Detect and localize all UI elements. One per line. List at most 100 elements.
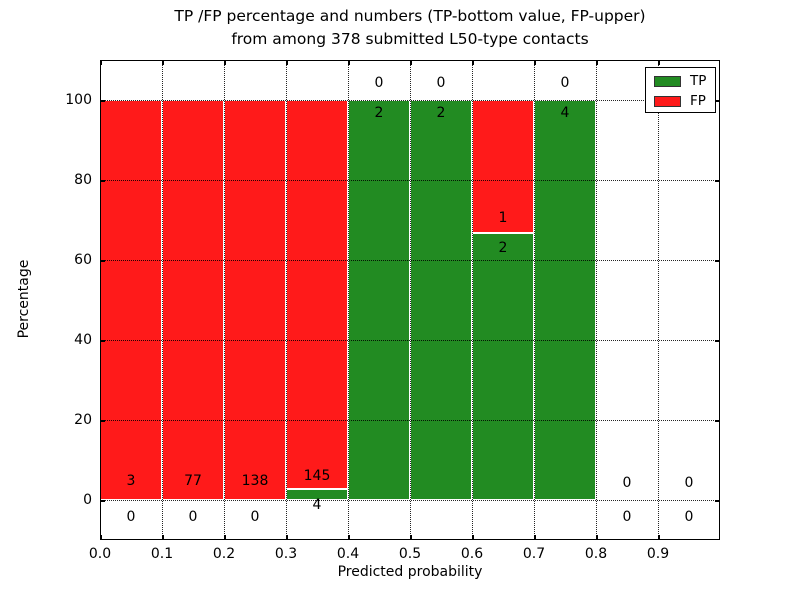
tp-count-label: 4 [560, 104, 570, 121]
x-tick-label: 0.5 [398, 546, 422, 562]
x-tick-label: 0.2 [212, 546, 236, 562]
x-tick-mark [472, 60, 474, 65]
x-tick-mark [286, 60, 288, 65]
y-gridline [100, 500, 720, 501]
fp-bar-segment [224, 100, 286, 500]
legend: TP FP [645, 67, 716, 113]
legend-item-tp: TP [646, 71, 715, 91]
y-tick-mark [715, 180, 720, 182]
fp-bar-segment [472, 100, 534, 234]
chart-title-line2: from among 378 submitted L50-type contac… [231, 30, 589, 48]
y-tick-mark [100, 500, 105, 502]
x-tick-mark [596, 60, 598, 65]
x-gridline [596, 60, 597, 540]
x-gridline [348, 60, 349, 540]
fp-count-label: 3 [126, 472, 136, 489]
x-tick-mark [472, 535, 474, 540]
x-tick-label: 0.8 [584, 546, 608, 562]
y-gridline [100, 260, 720, 261]
x-tick-label: 0.1 [150, 546, 174, 562]
x-tick-mark [534, 535, 536, 540]
x-tick-label: 0.6 [460, 546, 484, 562]
x-tick-mark [224, 535, 226, 540]
x-tick-mark [410, 535, 412, 540]
x-gridline [286, 60, 287, 540]
legend-label-tp: TP [690, 73, 707, 89]
x-tick-mark [658, 60, 660, 65]
chart-title-line1: TP /FP percentage and numbers (TP-bottom… [174, 7, 646, 25]
y-gridline [100, 180, 720, 181]
legend-item-fp: FP [646, 91, 715, 111]
x-tick-label: 0.9 [646, 546, 670, 562]
x-tick-label: 0.7 [522, 546, 546, 562]
fp-bar-segment [286, 100, 348, 490]
y-tick-label: 60 [74, 252, 92, 268]
tp-bar-segment [534, 100, 596, 500]
x-tick-mark [658, 535, 660, 540]
fp-count-label: 1 [498, 210, 508, 226]
y-tick-mark [100, 180, 105, 182]
x-tick-label: 0.4 [336, 546, 360, 562]
y-tick-label: 100 [65, 92, 92, 108]
x-tick-mark [348, 535, 350, 540]
y-gridline [100, 420, 720, 421]
x-tick-mark [410, 60, 412, 65]
y-tick-mark [715, 500, 720, 502]
y-tick-mark [715, 340, 720, 342]
x-tick-mark [100, 60, 102, 65]
y-tick-label: 40 [74, 332, 92, 348]
tp-bar-segment [410, 100, 472, 500]
fp-legend-swatch-icon [654, 95, 681, 107]
y-tick-label: 80 [74, 172, 92, 188]
fp-count-label: 145 [303, 468, 331, 485]
x-tick-label: 0.0 [88, 546, 112, 562]
x-tick-label: 0.3 [274, 546, 298, 562]
tp-count-label: 0 [250, 509, 260, 526]
x-tick-mark [162, 535, 164, 540]
fp-count-label: 138 [241, 472, 269, 489]
tp-bar-segment [472, 233, 534, 500]
fp-count-label: 77 [184, 472, 202, 489]
y-tick-mark [715, 260, 720, 262]
y-axis-label: Percentage [16, 259, 32, 339]
tp-count-label: 0 [684, 509, 694, 526]
fp-count-label: 0 [436, 74, 446, 91]
x-tick-mark [534, 60, 536, 65]
x-tick-mark [286, 535, 288, 540]
tp-legend-swatch-icon [654, 75, 681, 87]
fp-count-label: 0 [622, 474, 632, 491]
x-tick-mark [224, 60, 226, 65]
tp-count-label: 2 [374, 104, 384, 121]
x-axis-label: Predicted probability [337, 564, 483, 580]
x-tick-mark [348, 60, 350, 65]
fp-count-label: 0 [374, 74, 384, 91]
x-gridline [658, 60, 659, 540]
x-tick-mark [162, 60, 164, 65]
fp-count-label: 0 [560, 74, 570, 91]
fp-bar-segment [162, 100, 224, 500]
x-tick-mark [596, 535, 598, 540]
x-gridline [162, 60, 163, 540]
y-tick-mark [715, 100, 720, 102]
plot-area: TP FP 3 0 77 0 138 0 145 4 0 2 0 2 1 2 0 4 0 0 0 0 [100, 60, 720, 540]
chart-title: TP /FP percentage and numbers (TP-bottom… [90, 5, 730, 51]
tp-count-label: 2 [436, 104, 446, 121]
y-gridline [100, 100, 720, 101]
y-tick-mark [100, 420, 105, 422]
tp-count-label: 0 [622, 509, 632, 526]
legend-label-fp: FP [690, 93, 706, 109]
y-tick-mark [100, 260, 105, 262]
x-gridline [534, 60, 535, 540]
tp-count-label: 0 [188, 509, 198, 526]
y-tick-mark [715, 420, 720, 422]
y-tick-mark [100, 340, 105, 342]
fp-bar-segment [100, 100, 162, 500]
tp-bar-segment [348, 100, 410, 500]
fp-count-label: 0 [684, 474, 694, 491]
tp-count-label: 0 [126, 509, 136, 526]
y-tick-mark [100, 100, 105, 102]
x-tick-mark [100, 535, 102, 540]
x-gridline [472, 60, 473, 540]
y-gridline [100, 340, 720, 341]
